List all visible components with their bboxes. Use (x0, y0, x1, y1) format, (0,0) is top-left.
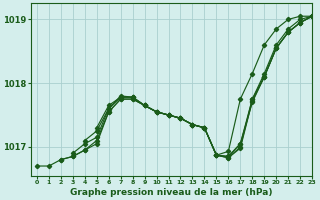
X-axis label: Graphe pression niveau de la mer (hPa): Graphe pression niveau de la mer (hPa) (70, 188, 273, 197)
